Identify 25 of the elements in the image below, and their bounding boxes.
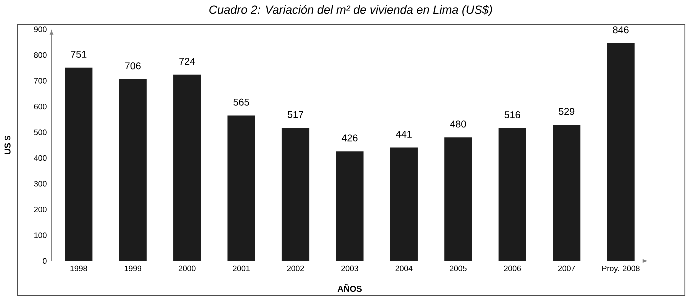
data-label: 480 — [450, 120, 466, 128]
bar — [390, 148, 418, 262]
data-label: 441 — [396, 131, 412, 138]
bar — [228, 116, 256, 262]
data-label: 751 — [71, 51, 87, 58]
bar — [607, 44, 635, 262]
chart-title: Cuadro 2: Variación del m² de vivienda en Lima (US$) — [210, 5, 492, 17]
data-label: 706 — [125, 62, 141, 70]
bar — [553, 125, 581, 262]
bar — [174, 75, 202, 262]
y-axis-title: US $ — [4, 136, 12, 155]
data-label: 529 — [559, 108, 575, 116]
bar — [282, 128, 310, 262]
bar — [336, 152, 364, 262]
bar — [444, 138, 472, 262]
bar — [119, 80, 147, 262]
x-axis-title: AÑOS — [338, 284, 362, 292]
data-label: 426 — [342, 134, 358, 142]
data-label: 565 — [234, 99, 250, 106]
data-label: 846 — [613, 26, 629, 34]
data-label: 724 — [180, 58, 196, 66]
data-label: 517 — [288, 112, 304, 118]
data-label: 516 — [504, 112, 520, 119]
bar — [65, 68, 93, 262]
bar — [498, 128, 526, 262]
